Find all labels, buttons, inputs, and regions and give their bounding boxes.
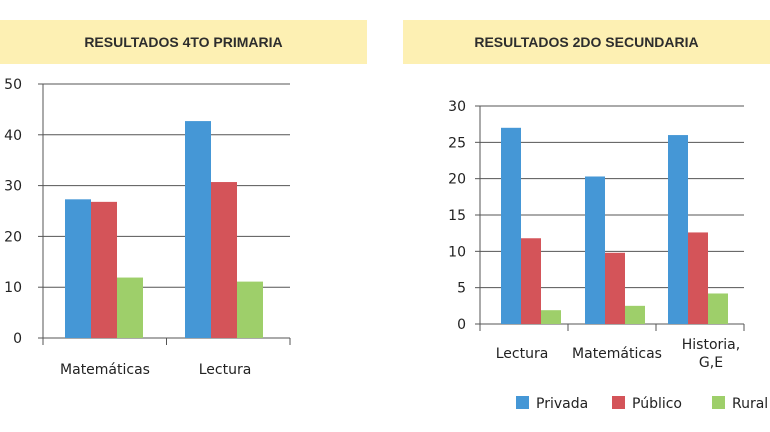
- y-tick-label: 25: [448, 135, 466, 151]
- y-tick-label: 20: [448, 172, 466, 188]
- bar-rural-2: [625, 305, 645, 324]
- y-tick-label: 20: [4, 229, 22, 245]
- y-tick-label: 30: [4, 179, 22, 195]
- bar-privada-3: [668, 135, 688, 324]
- bar-público-2: [605, 252, 625, 324]
- bar-rural-3: [708, 293, 728, 324]
- bar-rural-1: [541, 310, 561, 324]
- category-label: Matemáticas: [572, 346, 662, 362]
- chart-title-primaria: RESULTADOS 4TO PRIMARIA: [0, 20, 367, 64]
- bar-privada-1: [65, 199, 91, 338]
- y-tick-label: 0: [13, 331, 22, 347]
- y-tick-label: 30: [448, 99, 466, 115]
- bar-privada-2: [185, 121, 211, 338]
- legend-label: Público: [632, 396, 682, 412]
- bar-privada-2: [585, 176, 605, 324]
- bar-privada-1: [501, 127, 521, 324]
- legend-swatch-público: [612, 396, 625, 409]
- category-label: G,E: [699, 355, 723, 371]
- y-tick-label: 10: [4, 280, 22, 296]
- y-tick-label: 50: [4, 77, 22, 93]
- bar-rural-2: [237, 281, 263, 338]
- category-label: Lectura: [496, 346, 549, 362]
- legend-swatch-rural: [712, 396, 725, 409]
- legend-swatch-privada: [516, 396, 529, 409]
- y-tick-label: 40: [4, 128, 22, 144]
- bar-público-2: [211, 182, 237, 338]
- legend-label: Privada: [536, 396, 588, 412]
- category-label: Historia,: [682, 337, 740, 353]
- category-label: Matemáticas: [60, 362, 150, 378]
- y-tick-label: 10: [448, 244, 466, 260]
- bar-público-3: [688, 232, 708, 324]
- legend-label: Rural: [732, 396, 768, 412]
- bar-público-1: [91, 201, 117, 338]
- y-tick-label: 0: [457, 317, 466, 333]
- bar-público-1: [521, 238, 541, 324]
- y-tick-label: 15: [448, 208, 466, 224]
- category-label: Lectura: [199, 362, 252, 378]
- chart-title-secundaria: RESULTADOS 2DO SECUNDARIA: [403, 20, 770, 64]
- bar-rural-1: [117, 277, 143, 338]
- y-tick-label: 5: [457, 281, 466, 297]
